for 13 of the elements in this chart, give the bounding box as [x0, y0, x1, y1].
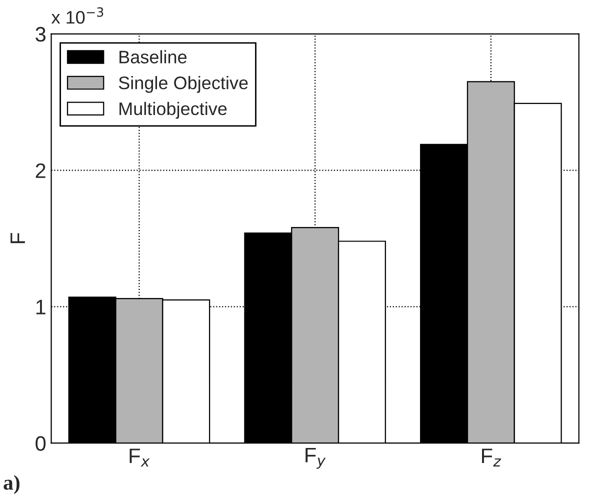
- y-tick-label: 2: [36, 163, 46, 178]
- y-tick-label: 3: [36, 26, 46, 42]
- legend-label: Multiobjective: [120, 102, 227, 119]
- text: a): [4, 475, 20, 494]
- y-tick-label: 0: [36, 436, 46, 451]
- x-tick-label: F$_{x}$: [130, 448, 150, 466]
- y-axis-title: F: [10, 232, 25, 244]
- x-tick-label: F$_{z}$: [482, 448, 502, 466]
- legend-label: Single Objective: [118, 76, 248, 93]
- legend-label: Baseline: [120, 50, 187, 64]
- text: x 10$^{−3}$: [51, 7, 104, 24]
- x-tick-label: F$_{y}$: [306, 448, 326, 469]
- y-tick-label: 1: [36, 300, 46, 314]
